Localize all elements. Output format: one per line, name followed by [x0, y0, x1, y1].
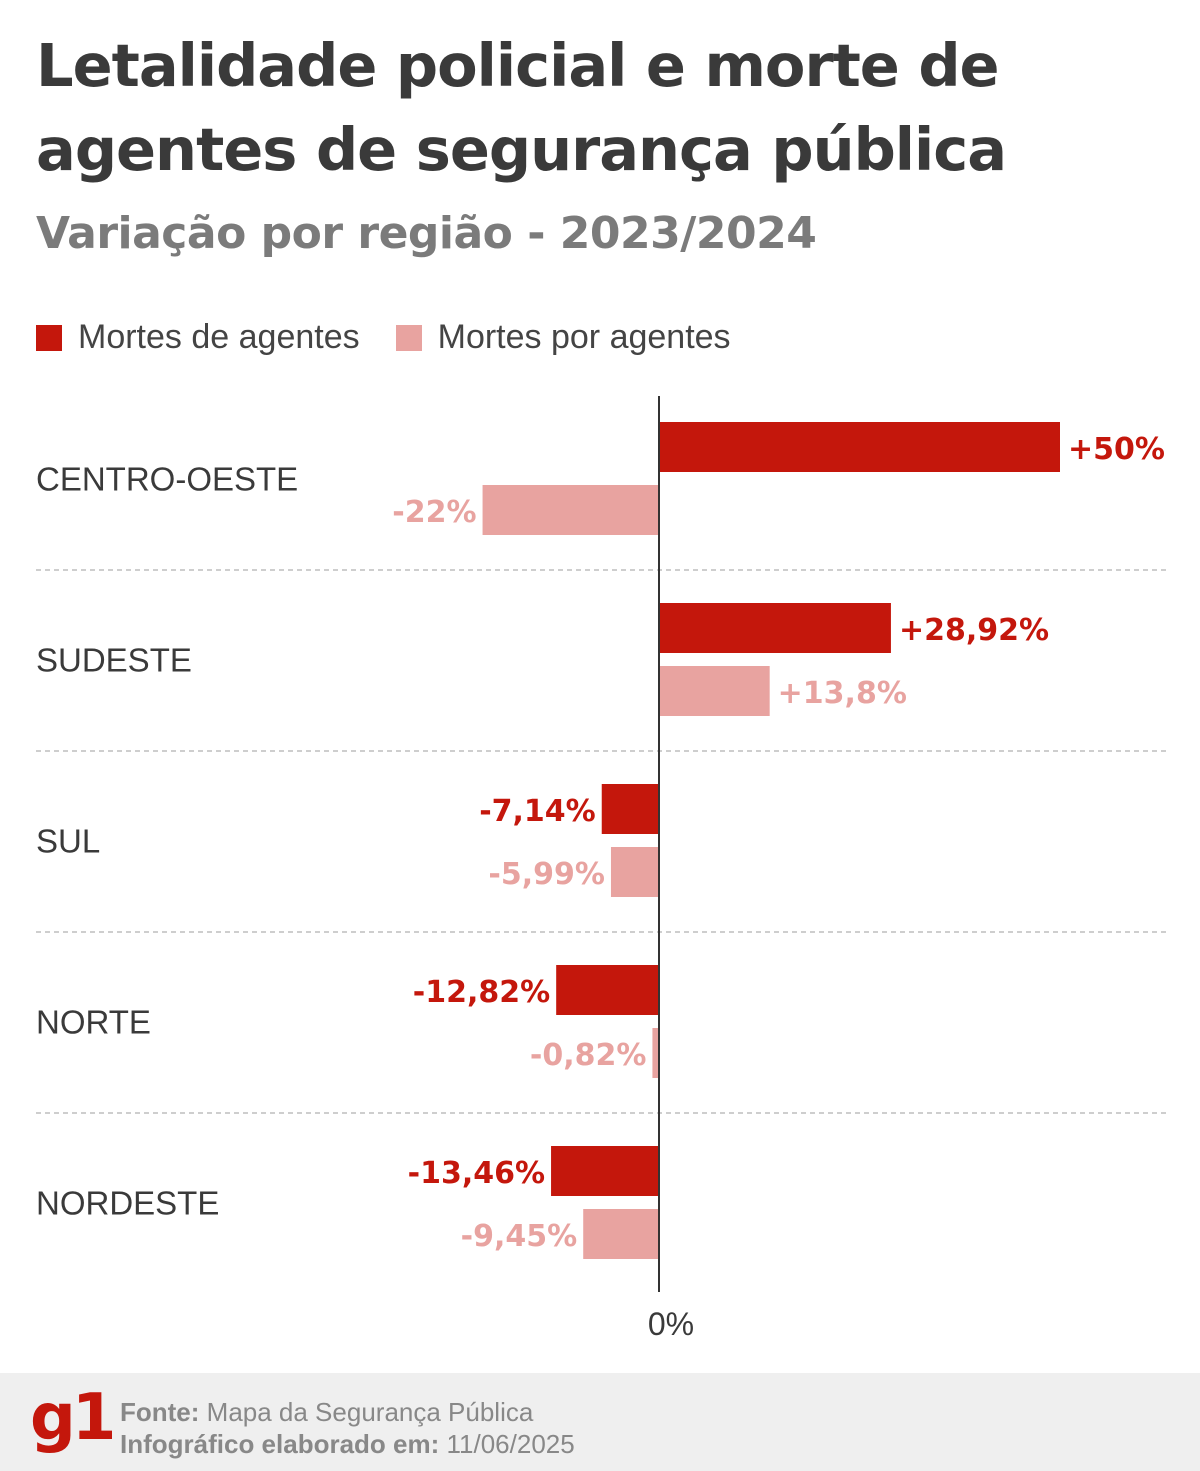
- source-label: Fonte:: [120, 1397, 200, 1427]
- footer: g1 Fonte: Mapa da Segurança Pública Info…: [0, 1373, 1200, 1471]
- date-label: Infográfico elaborado em:: [120, 1429, 440, 1459]
- bar: [551, 1146, 659, 1196]
- region-label: SUL: [36, 823, 100, 860]
- bar: [601, 784, 659, 834]
- bar: [583, 1209, 659, 1259]
- data-label: +13,8%: [778, 676, 907, 711]
- data-label: -0,82%: [530, 1038, 647, 1073]
- legend-swatch-dark: [36, 324, 62, 351]
- region-label: CENTRO-OESTE: [36, 461, 298, 498]
- g1-logo: g1: [30, 1381, 116, 1455]
- date-line: Infográfico elaborado em: 11/06/2025: [120, 1429, 575, 1460]
- data-label: -5,99%: [488, 857, 605, 892]
- legend: Mortes de agentes Mortes por agentes: [36, 318, 767, 357]
- zero-axis-label: 0%: [648, 1306, 694, 1342]
- legend-swatch-light: [395, 324, 422, 351]
- date-text: 11/06/2025: [446, 1429, 575, 1459]
- bar: [652, 1028, 659, 1078]
- legend-label: Mortes de agentes: [78, 318, 360, 356]
- bar-chart: CENTRO-OESTE +50% -22% SUDESTE +28,92% +13,8%…: [36, 396, 1166, 1342]
- bar: [659, 666, 770, 716]
- bar: [659, 603, 891, 653]
- source-text: Mapa da Segurança Pública: [206, 1397, 534, 1427]
- bar: [556, 965, 659, 1015]
- region-label: NORTE: [36, 1004, 151, 1041]
- bar: [659, 422, 1060, 472]
- data-label: -22%: [392, 495, 476, 530]
- legend-label: Mortes por agentes: [437, 318, 731, 356]
- data-label: +28,92%: [899, 613, 1049, 648]
- bar: [610, 847, 659, 897]
- legend-item-mortes-por-agentes: Mortes por agentes: [395, 318, 731, 357]
- region-label: SUDESTE: [36, 642, 192, 679]
- data-label: -7,14%: [479, 794, 596, 829]
- data-label: +50%: [1068, 432, 1165, 467]
- bar: [482, 485, 659, 535]
- legend-item-mortes-de-agentes: Mortes de agentes: [36, 318, 360, 357]
- region-label: NORDESTE: [36, 1185, 219, 1222]
- data-label: -13,46%: [408, 1156, 545, 1191]
- chart-subtitle: Variação por região - 2023/2024: [36, 208, 817, 259]
- data-label: -9,45%: [461, 1219, 578, 1254]
- chart-title: Letalidade policial e morte de agentes d…: [36, 31, 1007, 184]
- source-line: Fonte: Mapa da Segurança Pública: [120, 1397, 533, 1428]
- data-label: -12,82%: [413, 975, 550, 1010]
